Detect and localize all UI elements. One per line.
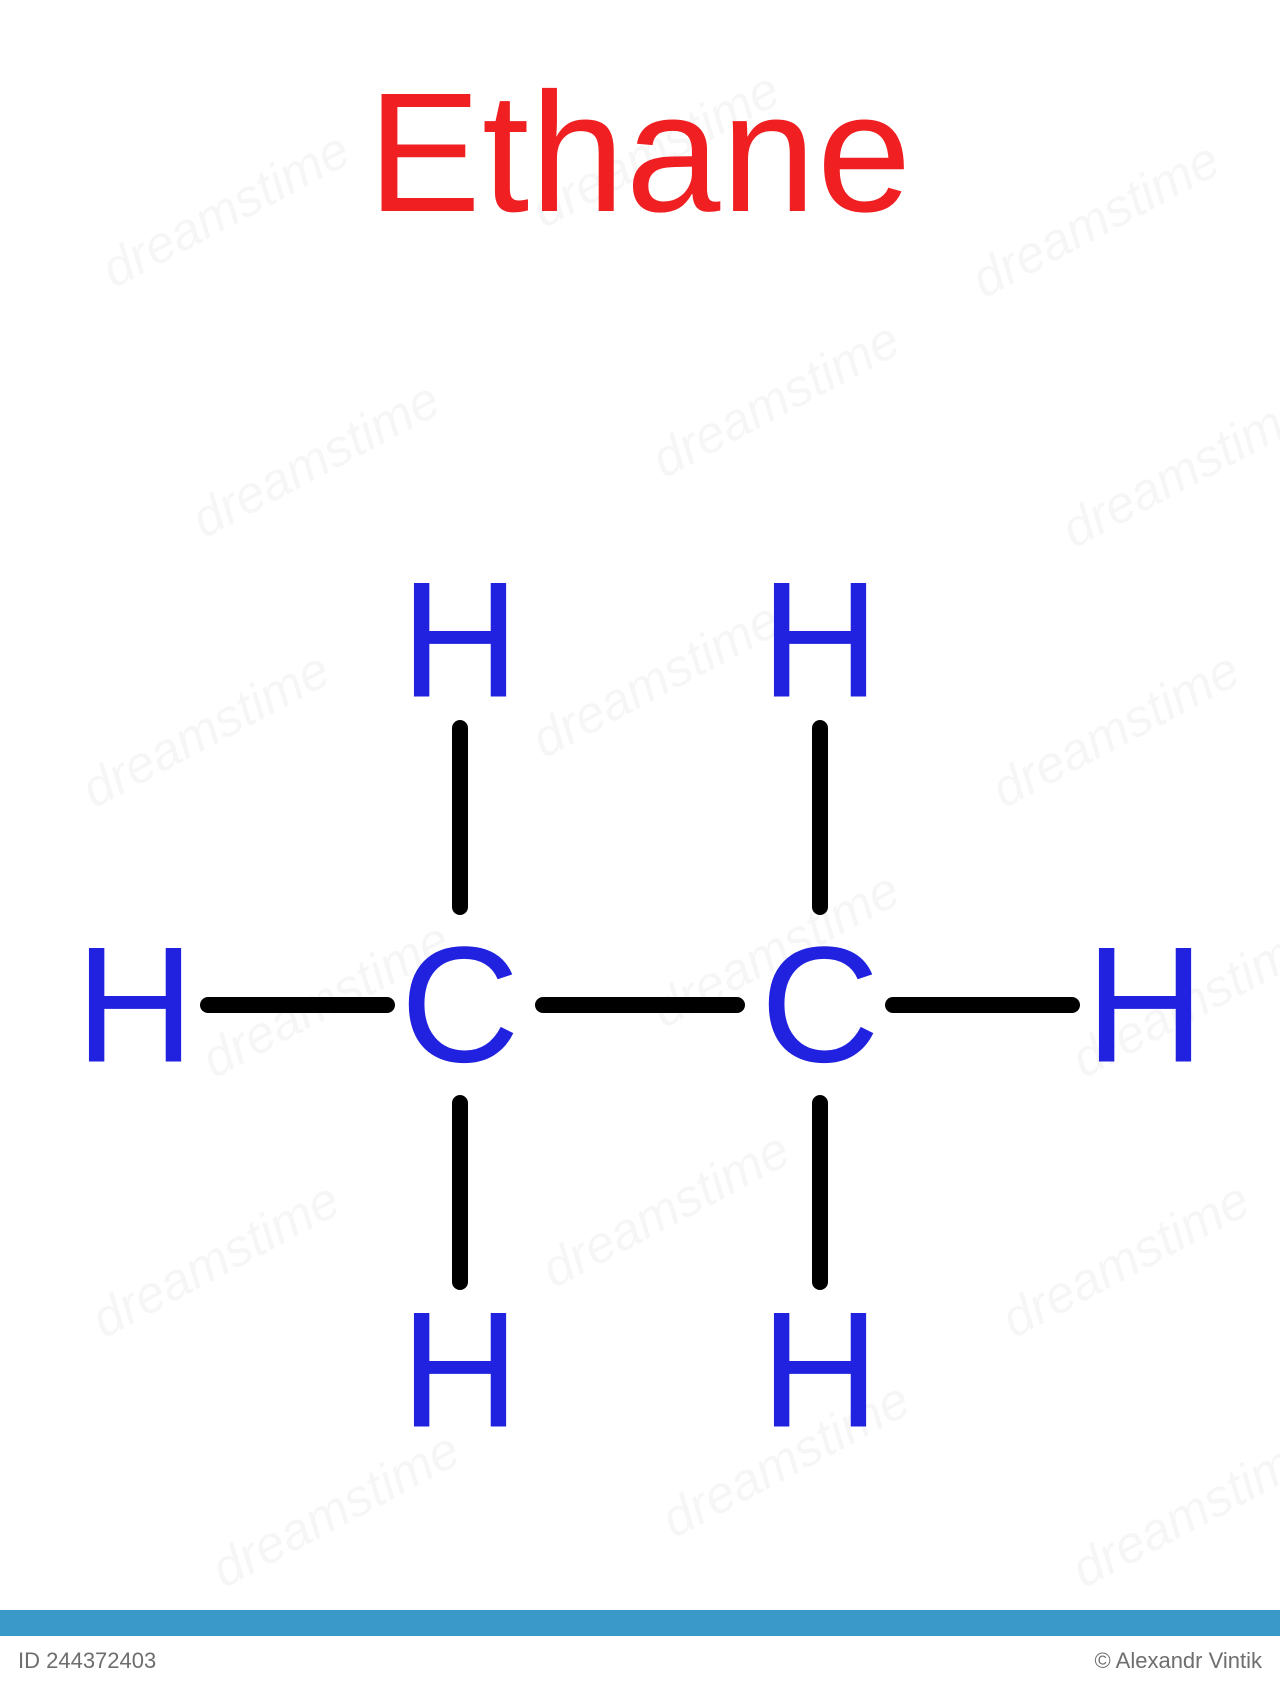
- footer-bar: [0, 1610, 1280, 1636]
- bond-H3-C1: [452, 720, 468, 915]
- watermark-text: dreamstime: [82, 1170, 350, 1351]
- watermark-text: dreamstime: [532, 1120, 800, 1301]
- bond-C1-H5: [452, 1095, 468, 1290]
- bond-H4-C2: [812, 720, 828, 915]
- bond-H1-C1: [200, 997, 395, 1013]
- bond-C1-C2: [535, 997, 745, 1013]
- bond-C2-H2: [885, 997, 1080, 1013]
- watermark-text: dreamstime: [1062, 1420, 1280, 1601]
- author-credit-label: © Alexandr Vintik: [1095, 1648, 1262, 1674]
- bond-C2-H6: [812, 1095, 828, 1290]
- atom-H2: H: [1085, 923, 1204, 1088]
- watermark-text: dreamstime: [982, 640, 1250, 821]
- diagram-stage: dreamstime dreamstime dreamstime dreamstime…: [0, 0, 1280, 1690]
- watermark-text: dreamstime: [182, 370, 450, 551]
- watermark-text: dreamstime: [72, 640, 340, 821]
- watermark-text: dreamstime: [992, 1170, 1260, 1351]
- molecule-title: Ethane: [0, 55, 1280, 251]
- watermark-text: dreamstime: [642, 310, 910, 491]
- atom-C2: C: [760, 923, 879, 1088]
- watermark-text: dreamstime: [1052, 380, 1280, 561]
- atom-H1: H: [75, 923, 194, 1088]
- atom-H3: H: [400, 558, 519, 723]
- watermark-text: dreamstime: [522, 590, 790, 771]
- image-id-label: ID 244372403: [18, 1648, 156, 1674]
- atom-H6: H: [760, 1288, 879, 1453]
- atom-C1: C: [400, 923, 519, 1088]
- atom-H5: H: [400, 1288, 519, 1453]
- atom-H4: H: [760, 558, 879, 723]
